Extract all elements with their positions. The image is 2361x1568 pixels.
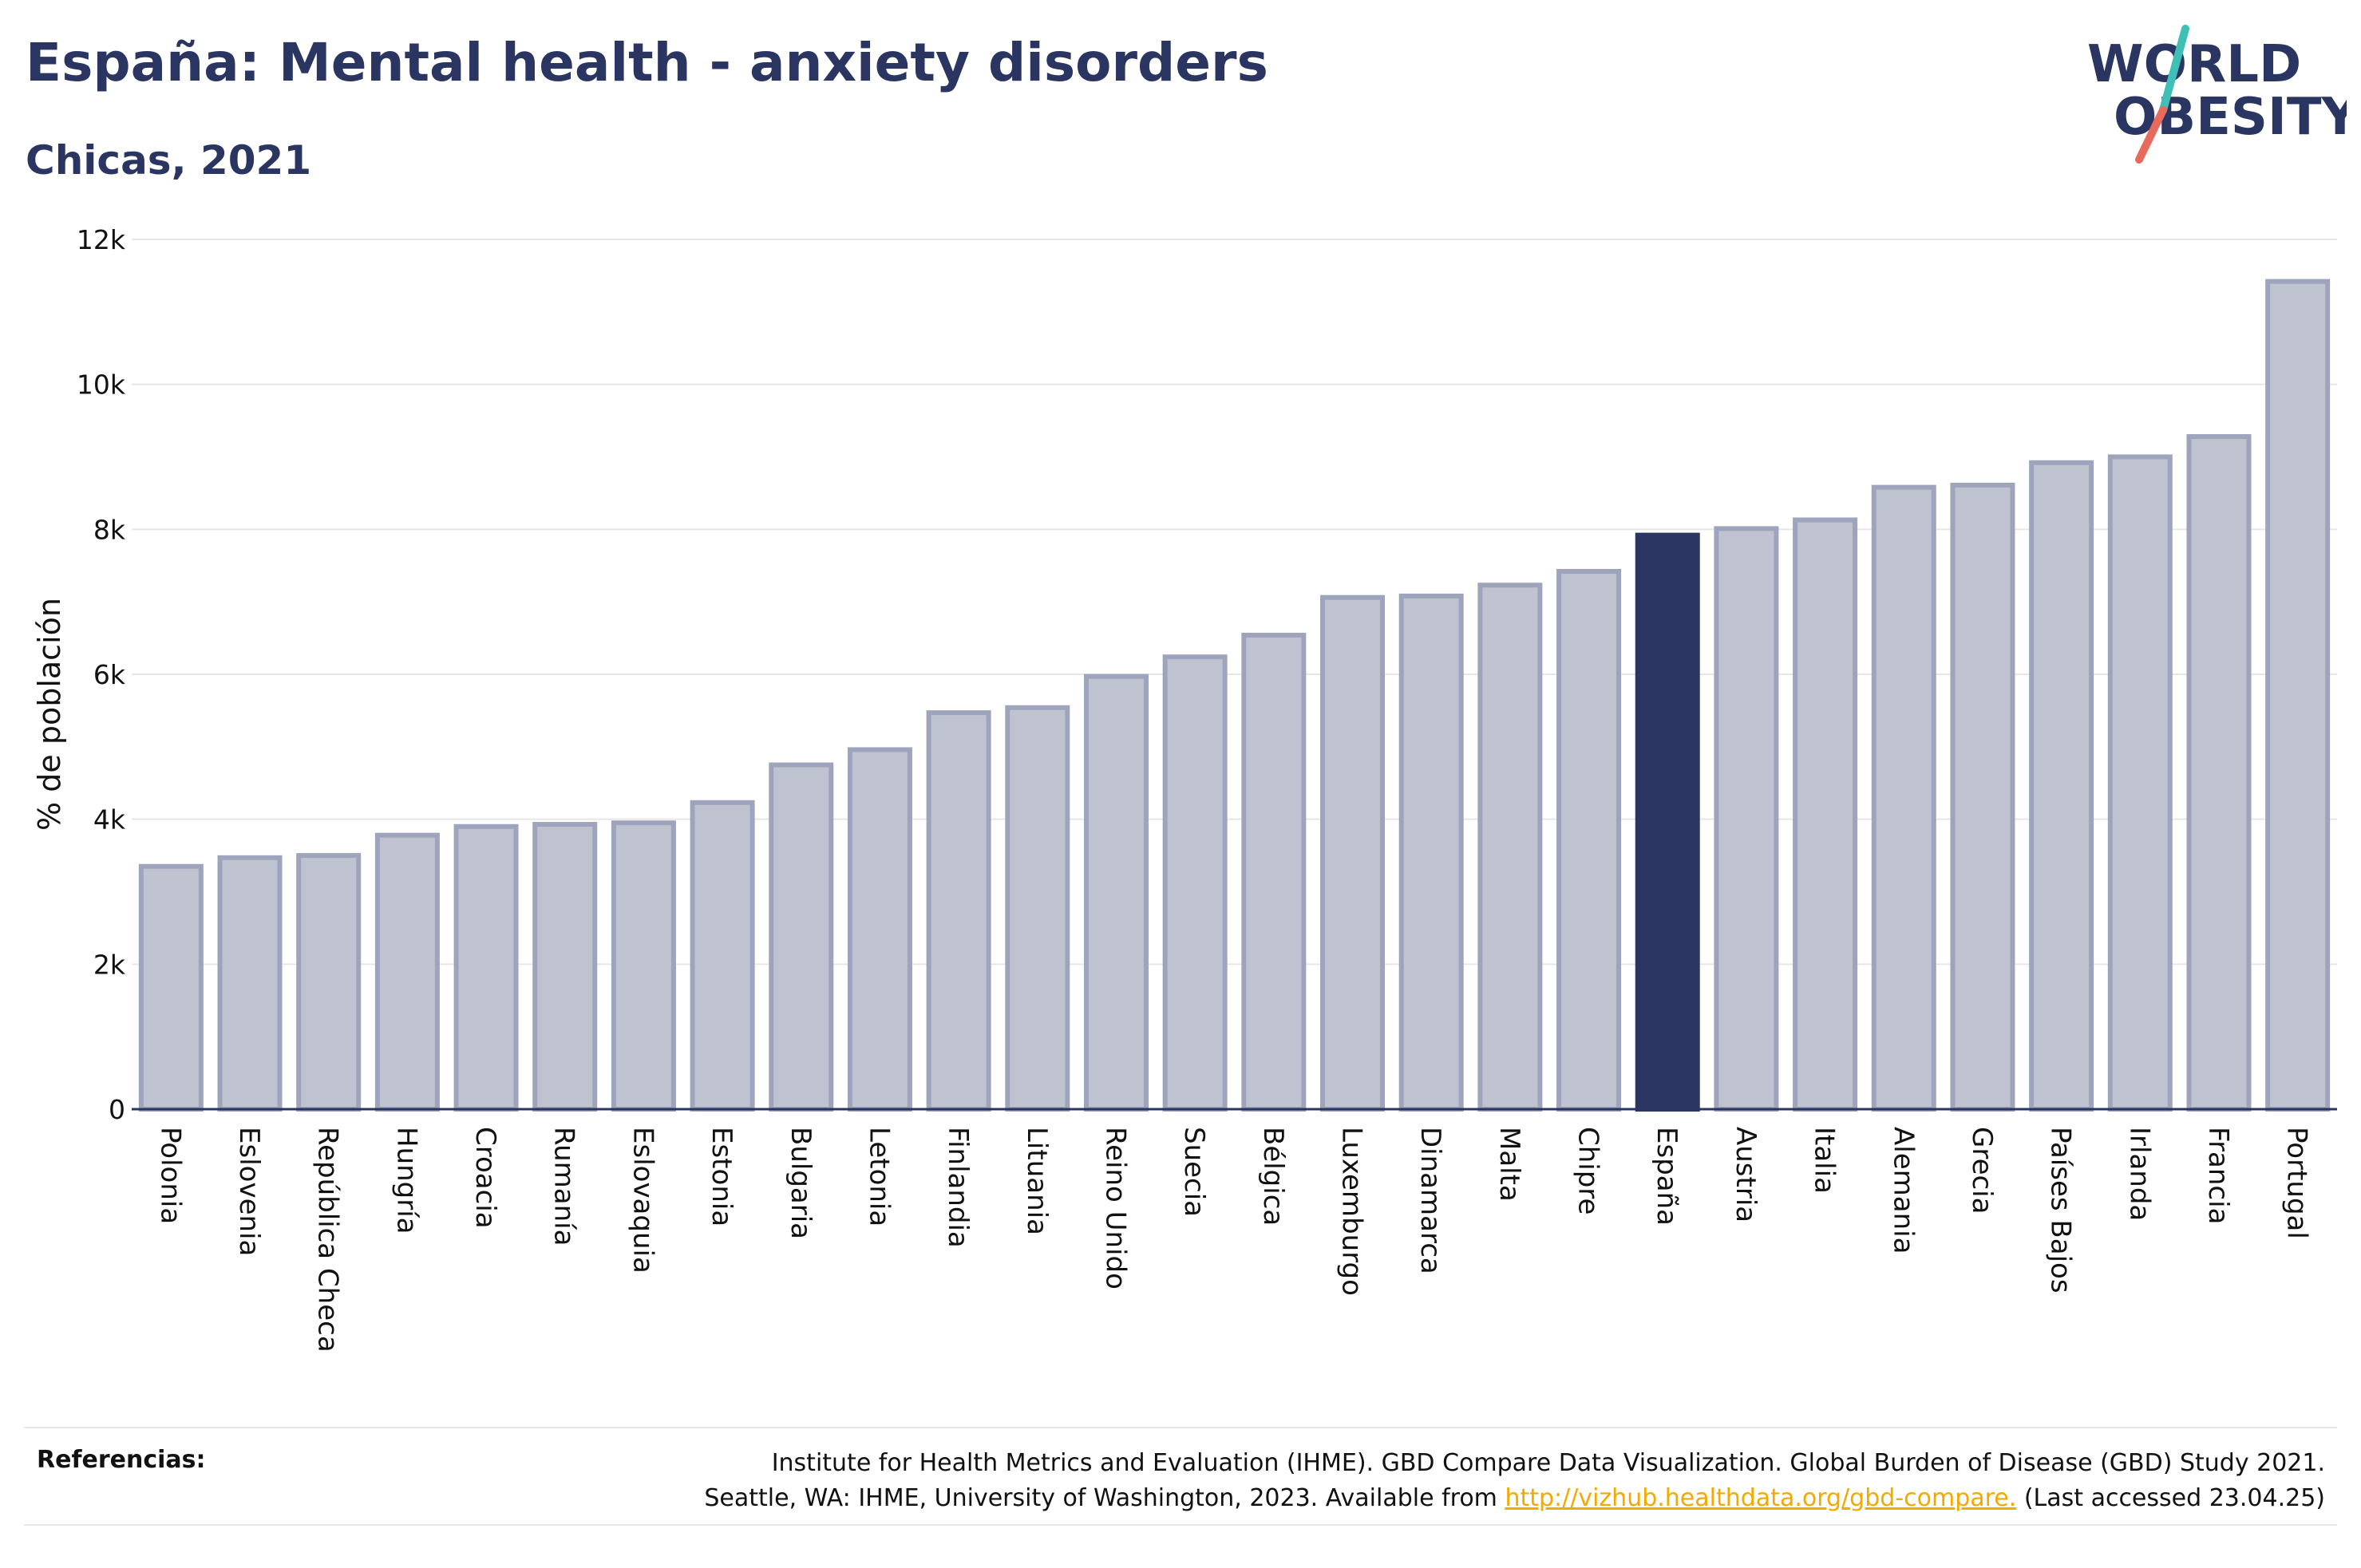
bar: [532, 822, 598, 1112]
y-tick-label: 4k: [93, 804, 126, 835]
divider-top: [24, 1427, 2337, 1428]
bar: [769, 762, 834, 1112]
category-label: Grecia: [1966, 1127, 1998, 1214]
category-label: Hungría: [390, 1127, 422, 1234]
bar: [1477, 583, 1543, 1112]
references-link[interactable]: http://vizhub.healthdata.org/gbd-compare…: [1505, 1483, 2017, 1512]
category-label: Polonia: [154, 1127, 186, 1224]
y-tick-label: 12k: [77, 224, 126, 255]
references-text: Institute for Health Metrics and Evaluat…: [704, 1446, 2325, 1515]
bar: [2029, 460, 2094, 1112]
y-tick-label: 8k: [93, 514, 126, 545]
bar: [690, 800, 755, 1112]
category-label: Francia: [2202, 1127, 2234, 1224]
bar: [926, 710, 991, 1112]
category-label: Países Bajos: [2045, 1127, 2077, 1294]
divider-bottom: [24, 1524, 2337, 1526]
bar: [2186, 434, 2252, 1112]
category-label: Croacia: [469, 1127, 501, 1229]
bar: [2265, 278, 2331, 1112]
category-label: Alemania: [1887, 1127, 1919, 1254]
category-label: Italia: [1809, 1127, 1841, 1194]
category-label: Estonia: [706, 1127, 738, 1226]
references-line-2-suffix: (Last accessed 23.04.25): [2016, 1483, 2325, 1512]
references-line-1: Institute for Health Metrics and Evaluat…: [771, 1449, 2325, 1477]
bar: [1241, 632, 1307, 1112]
category-label: Luxemburgo: [1336, 1127, 1368, 1296]
bar: [1793, 517, 1858, 1112]
category-label: Eslovaquia: [627, 1127, 658, 1274]
y-axis-label: % de población: [32, 598, 67, 831]
bar-highlight: [1635, 532, 1700, 1112]
bar: [217, 855, 283, 1112]
bar: [1556, 569, 1622, 1112]
chart-subtitle: Chicas, 2021: [26, 137, 312, 184]
y-tick-label: 2k: [93, 949, 126, 980]
logo-slash-coral: [2135, 106, 2167, 164]
bar: [1950, 482, 2015, 1112]
y-tick-labels: 0 2k 4k 6k 8k 10k 12k: [77, 224, 126, 1125]
bar: [1083, 673, 1149, 1112]
category-label: Finlandia: [942, 1127, 974, 1248]
category-label: Portugal: [2281, 1127, 2313, 1239]
bar: [2107, 454, 2173, 1112]
references-label: Referencias:: [37, 1446, 206, 1474]
category-label: Letonia: [863, 1127, 895, 1226]
references-line-2-prefix: Seattle, WA: IHME, University of Washing…: [704, 1483, 1505, 1512]
category-label: Austria: [1730, 1127, 1762, 1222]
category-label: Eslovenia: [233, 1127, 265, 1256]
bar: [1320, 594, 1386, 1112]
category-label: República Checa: [312, 1127, 344, 1353]
y-tick-label: 6k: [93, 659, 126, 690]
logo-line-world: WORLD: [2087, 35, 2301, 94]
category-label: Bulgaria: [785, 1127, 817, 1239]
category-label: Rumanía: [548, 1127, 580, 1246]
category-label: Reino Unido: [1099, 1127, 1131, 1290]
category-label: España: [1651, 1127, 1683, 1226]
bar: [453, 823, 519, 1112]
category-label: Bélgica: [1257, 1127, 1289, 1226]
y-tick-label: 0: [109, 1094, 125, 1125]
category-label: Malta: [1493, 1127, 1525, 1202]
category-label: Irlanda: [2123, 1127, 2155, 1221]
category-label: Chipre: [1572, 1127, 1604, 1215]
bar: [611, 820, 676, 1112]
category-label: Lituania: [1021, 1127, 1053, 1235]
bar: [1398, 593, 1464, 1112]
bar: [138, 863, 204, 1112]
bar: [374, 832, 440, 1112]
bar: [847, 747, 912, 1112]
world-obesity-logo: WORLD OBESITY: [2087, 25, 2347, 164]
bar: [1162, 654, 1228, 1112]
chart-title: España: Mental health - anxiety disorder…: [26, 32, 1268, 93]
logo-slash-teal: [2159, 25, 2189, 114]
y-tick-label: 10k: [77, 369, 126, 401]
bars: [138, 278, 2331, 1112]
bar: [296, 853, 362, 1112]
bar: [1714, 526, 1779, 1112]
category-label: Suecia: [1178, 1127, 1210, 1217]
category-labels: Polonia Eslovenia República Checa Hungría Cr…: [154, 1127, 2312, 1353]
category-label: Dinamarca: [1414, 1127, 1446, 1274]
bar: [1871, 484, 1936, 1112]
bar-chart: 0 2k 4k 6k 8k 10k 12k % de población Polonia Es…: [32, 224, 2337, 1353]
bar: [1005, 705, 1070, 1112]
references-line-2: Seattle, WA: IHME, University of Washing…: [704, 1481, 2325, 1516]
